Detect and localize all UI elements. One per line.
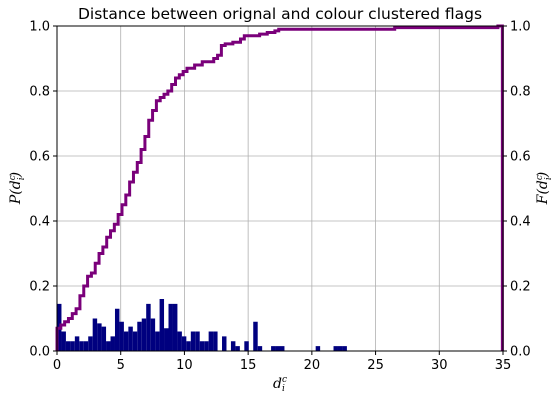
histogram-bar: [88, 336, 93, 351]
x-axis-label: dc i: [273, 375, 287, 394]
x-axis-label-sub: i: [282, 384, 285, 394]
histogram-bar: [337, 346, 343, 351]
x-tick-label: 20: [304, 358, 321, 373]
histogram-bar: [119, 321, 124, 351]
histogram-bar: [150, 318, 156, 351]
x-axis-label-base: d: [273, 376, 282, 392]
histogram-bar: [235, 346, 240, 351]
histogram-bar: [101, 326, 107, 351]
y-axis-left-ticks: 0.0 0.2 0.4 0.6 0.8 1.0: [29, 20, 57, 360]
histogram-bar: [315, 346, 321, 351]
cdf-step-line: [55, 24, 504, 351]
y-right-tick-label: 1.0: [510, 20, 531, 35]
plot-frame: [56, 25, 504, 352]
histogram-bar: [132, 331, 138, 351]
y-left-tick-label: 1.0: [29, 20, 50, 35]
y-right-tick-label: 0.8: [510, 85, 531, 100]
histogram-bar: [106, 341, 111, 351]
x-tick-label: 30: [431, 358, 448, 373]
y-axis-right-ticks: 0.0 0.2 0.4 0.6 0.8 1.0: [503, 20, 531, 360]
histogram-bar: [199, 341, 205, 351]
histogram-bar: [275, 346, 280, 351]
histogram-bar: [253, 321, 258, 351]
histogram-bar: [213, 331, 218, 351]
histogram-bar: [92, 318, 98, 351]
histogram-bar: [61, 331, 66, 351]
histogram-bar: [333, 346, 338, 351]
histogram-bar: [172, 303, 178, 351]
histogram-bar: [177, 331, 182, 351]
histogram-bar: [244, 341, 249, 351]
histogram-bar: [114, 308, 120, 351]
histogram-bar: [123, 331, 129, 351]
histogram-bar: [137, 321, 142, 351]
y-left-tick-label: 0.6: [29, 150, 50, 165]
y-left-tick-label: 0.2: [29, 280, 50, 295]
histogram-bar: [65, 341, 71, 351]
histogram-bar: [70, 341, 75, 351]
histogram-bar: [128, 326, 133, 351]
x-tick-label: 15: [240, 358, 257, 373]
histogram-bar: [186, 341, 191, 351]
histogram-bar: [195, 331, 200, 351]
y-left-tick-label: 0.4: [29, 215, 50, 230]
y-right-tick-label: 0.4: [510, 215, 531, 230]
y-axis-right-label: F(dci): [535, 172, 554, 206]
histogram-bar: [83, 341, 89, 351]
histogram-bar: [271, 346, 276, 351]
histogram-bar: [208, 331, 214, 351]
x-tick-label: 10: [176, 358, 193, 373]
x-tick-label: 25: [367, 358, 384, 373]
histogram-bar: [159, 299, 165, 351]
histogram-bar: [342, 346, 347, 351]
histogram-bars: [57, 299, 347, 351]
y-left-tick-label: 0.0: [29, 345, 50, 360]
histogram-bar: [141, 318, 147, 351]
x-axis-ticks: 0 5 10 15 20 25 30 35: [53, 351, 511, 373]
histogram-bar: [190, 331, 196, 351]
histogram-bar: [79, 341, 84, 351]
histogram-bar: [222, 336, 227, 351]
chart-title: Distance between orignal and colour clus…: [78, 5, 482, 23]
y-right-tick-label: 0.2: [510, 280, 531, 295]
histogram-bar: [257, 346, 263, 351]
histogram-bar: [74, 336, 80, 351]
histogram-bar: [155, 331, 160, 351]
histogram-bar: [230, 341, 236, 351]
histogram-bar: [181, 336, 187, 351]
x-tick-label: 0: [53, 358, 61, 373]
histogram-bar: [168, 303, 173, 351]
y-axis-left-label: P(dci): [8, 172, 27, 205]
histogram-bar: [110, 336, 115, 351]
y-right-tick-label: 0.6: [510, 150, 531, 165]
grid: [56, 25, 504, 352]
x-axis-label-sup: c: [282, 375, 287, 385]
x-tick-label: 35: [495, 358, 512, 373]
histogram-bar: [146, 303, 151, 351]
histogram-bar: [204, 341, 209, 351]
histogram-bar: [164, 328, 169, 351]
y-left-tick-label: 0.8: [29, 85, 50, 100]
histogram-bar: [97, 323, 102, 351]
x-tick-label: 5: [117, 358, 125, 373]
histogram-bar: [280, 346, 285, 351]
y-right-tick-label: 0.0: [510, 345, 531, 360]
